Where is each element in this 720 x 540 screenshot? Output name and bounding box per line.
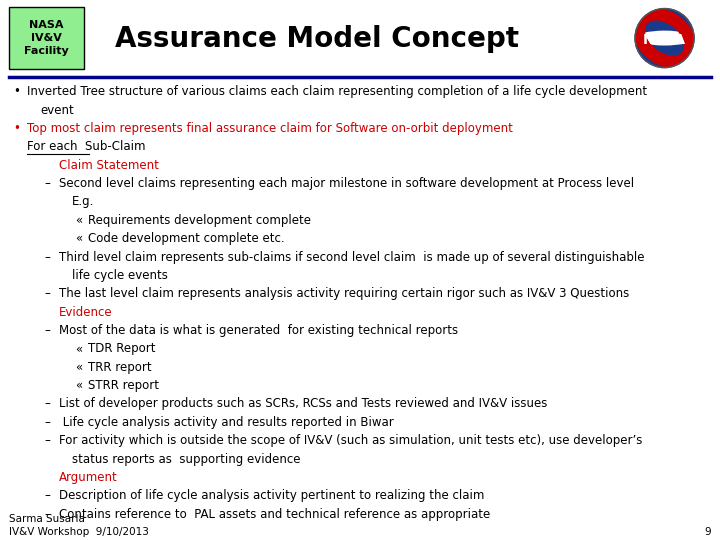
Text: Description of life cycle analysis activity pertinent to realizing the claim: Description of life cycle analysis activ… bbox=[59, 489, 485, 502]
Text: Argument: Argument bbox=[59, 471, 118, 484]
Text: Assurance Model Concept: Assurance Model Concept bbox=[114, 25, 519, 53]
Text: TRR report: TRR report bbox=[88, 361, 151, 374]
Text: •: • bbox=[13, 122, 20, 135]
Circle shape bbox=[635, 9, 694, 68]
Text: NASA: NASA bbox=[643, 32, 686, 46]
Text: Code development complete etc.: Code development complete etc. bbox=[88, 232, 284, 245]
Text: –: – bbox=[45, 434, 50, 447]
Text: status reports as  supporting evidence: status reports as supporting evidence bbox=[72, 453, 300, 465]
Text: Most of the data is what is generated  for existing technical reports: Most of the data is what is generated fo… bbox=[59, 324, 458, 337]
Text: «: « bbox=[76, 361, 83, 374]
Text: Second level claims representing each major milestone in software development at: Second level claims representing each ma… bbox=[59, 177, 634, 190]
Text: Life cycle analysis activity and results reported in Biwar: Life cycle analysis activity and results… bbox=[59, 416, 394, 429]
Text: 9: 9 bbox=[705, 527, 711, 537]
Text: Requirements development complete: Requirements development complete bbox=[88, 214, 311, 227]
Text: –: – bbox=[45, 287, 50, 300]
Text: Claim Statement: Claim Statement bbox=[59, 159, 159, 172]
Text: Evidence: Evidence bbox=[59, 306, 112, 319]
Text: The last level claim represents analysis activity requiring certain rigor such a: The last level claim represents analysis… bbox=[59, 287, 629, 300]
Text: E.g.: E.g. bbox=[72, 195, 94, 208]
Text: Third level claim represents sub-claims if second level claim  is made up of sev: Third level claim represents sub-claims … bbox=[59, 251, 644, 264]
Text: Inverted Tree structure of various claims each claim representing completion of : Inverted Tree structure of various claim… bbox=[27, 85, 647, 98]
Text: –: – bbox=[45, 251, 50, 264]
Text: –: – bbox=[45, 416, 50, 429]
Text: List of developer products such as SCRs, RCSs and Tests reviewed and IV&V issues: List of developer products such as SCRs,… bbox=[59, 397, 547, 410]
Ellipse shape bbox=[635, 31, 694, 45]
Text: –: – bbox=[45, 177, 50, 190]
Text: Sarma Susarla
IV&V Workshop  9/10/2013: Sarma Susarla IV&V Workshop 9/10/2013 bbox=[9, 514, 148, 537]
Text: For each  Sub-Claim: For each Sub-Claim bbox=[27, 140, 146, 153]
Text: «: « bbox=[76, 214, 83, 227]
Text: Contains reference to  PAL assets and technical reference as appropriate: Contains reference to PAL assets and tec… bbox=[59, 508, 490, 521]
Text: For activity which is outside the scope of IV&V (such as simulation, unit tests : For activity which is outside the scope … bbox=[59, 434, 642, 447]
Text: –: – bbox=[45, 508, 50, 521]
Text: –: – bbox=[45, 324, 50, 337]
Text: –: – bbox=[45, 397, 50, 410]
Text: STRR report: STRR report bbox=[88, 379, 159, 392]
Text: –: – bbox=[45, 489, 50, 502]
Text: NASA
IV&V
Facility: NASA IV&V Facility bbox=[24, 20, 69, 56]
Text: «: « bbox=[76, 379, 83, 392]
Text: event: event bbox=[40, 104, 74, 117]
Text: «: « bbox=[76, 232, 83, 245]
Text: life cycle events: life cycle events bbox=[72, 269, 168, 282]
Text: «: « bbox=[76, 342, 83, 355]
FancyBboxPatch shape bbox=[9, 7, 84, 69]
Text: TDR Report: TDR Report bbox=[88, 342, 156, 355]
Text: •: • bbox=[13, 85, 20, 98]
Text: Top most claim represents final assurance claim for Software on-orbit deployment: Top most claim represents final assuranc… bbox=[27, 122, 513, 135]
